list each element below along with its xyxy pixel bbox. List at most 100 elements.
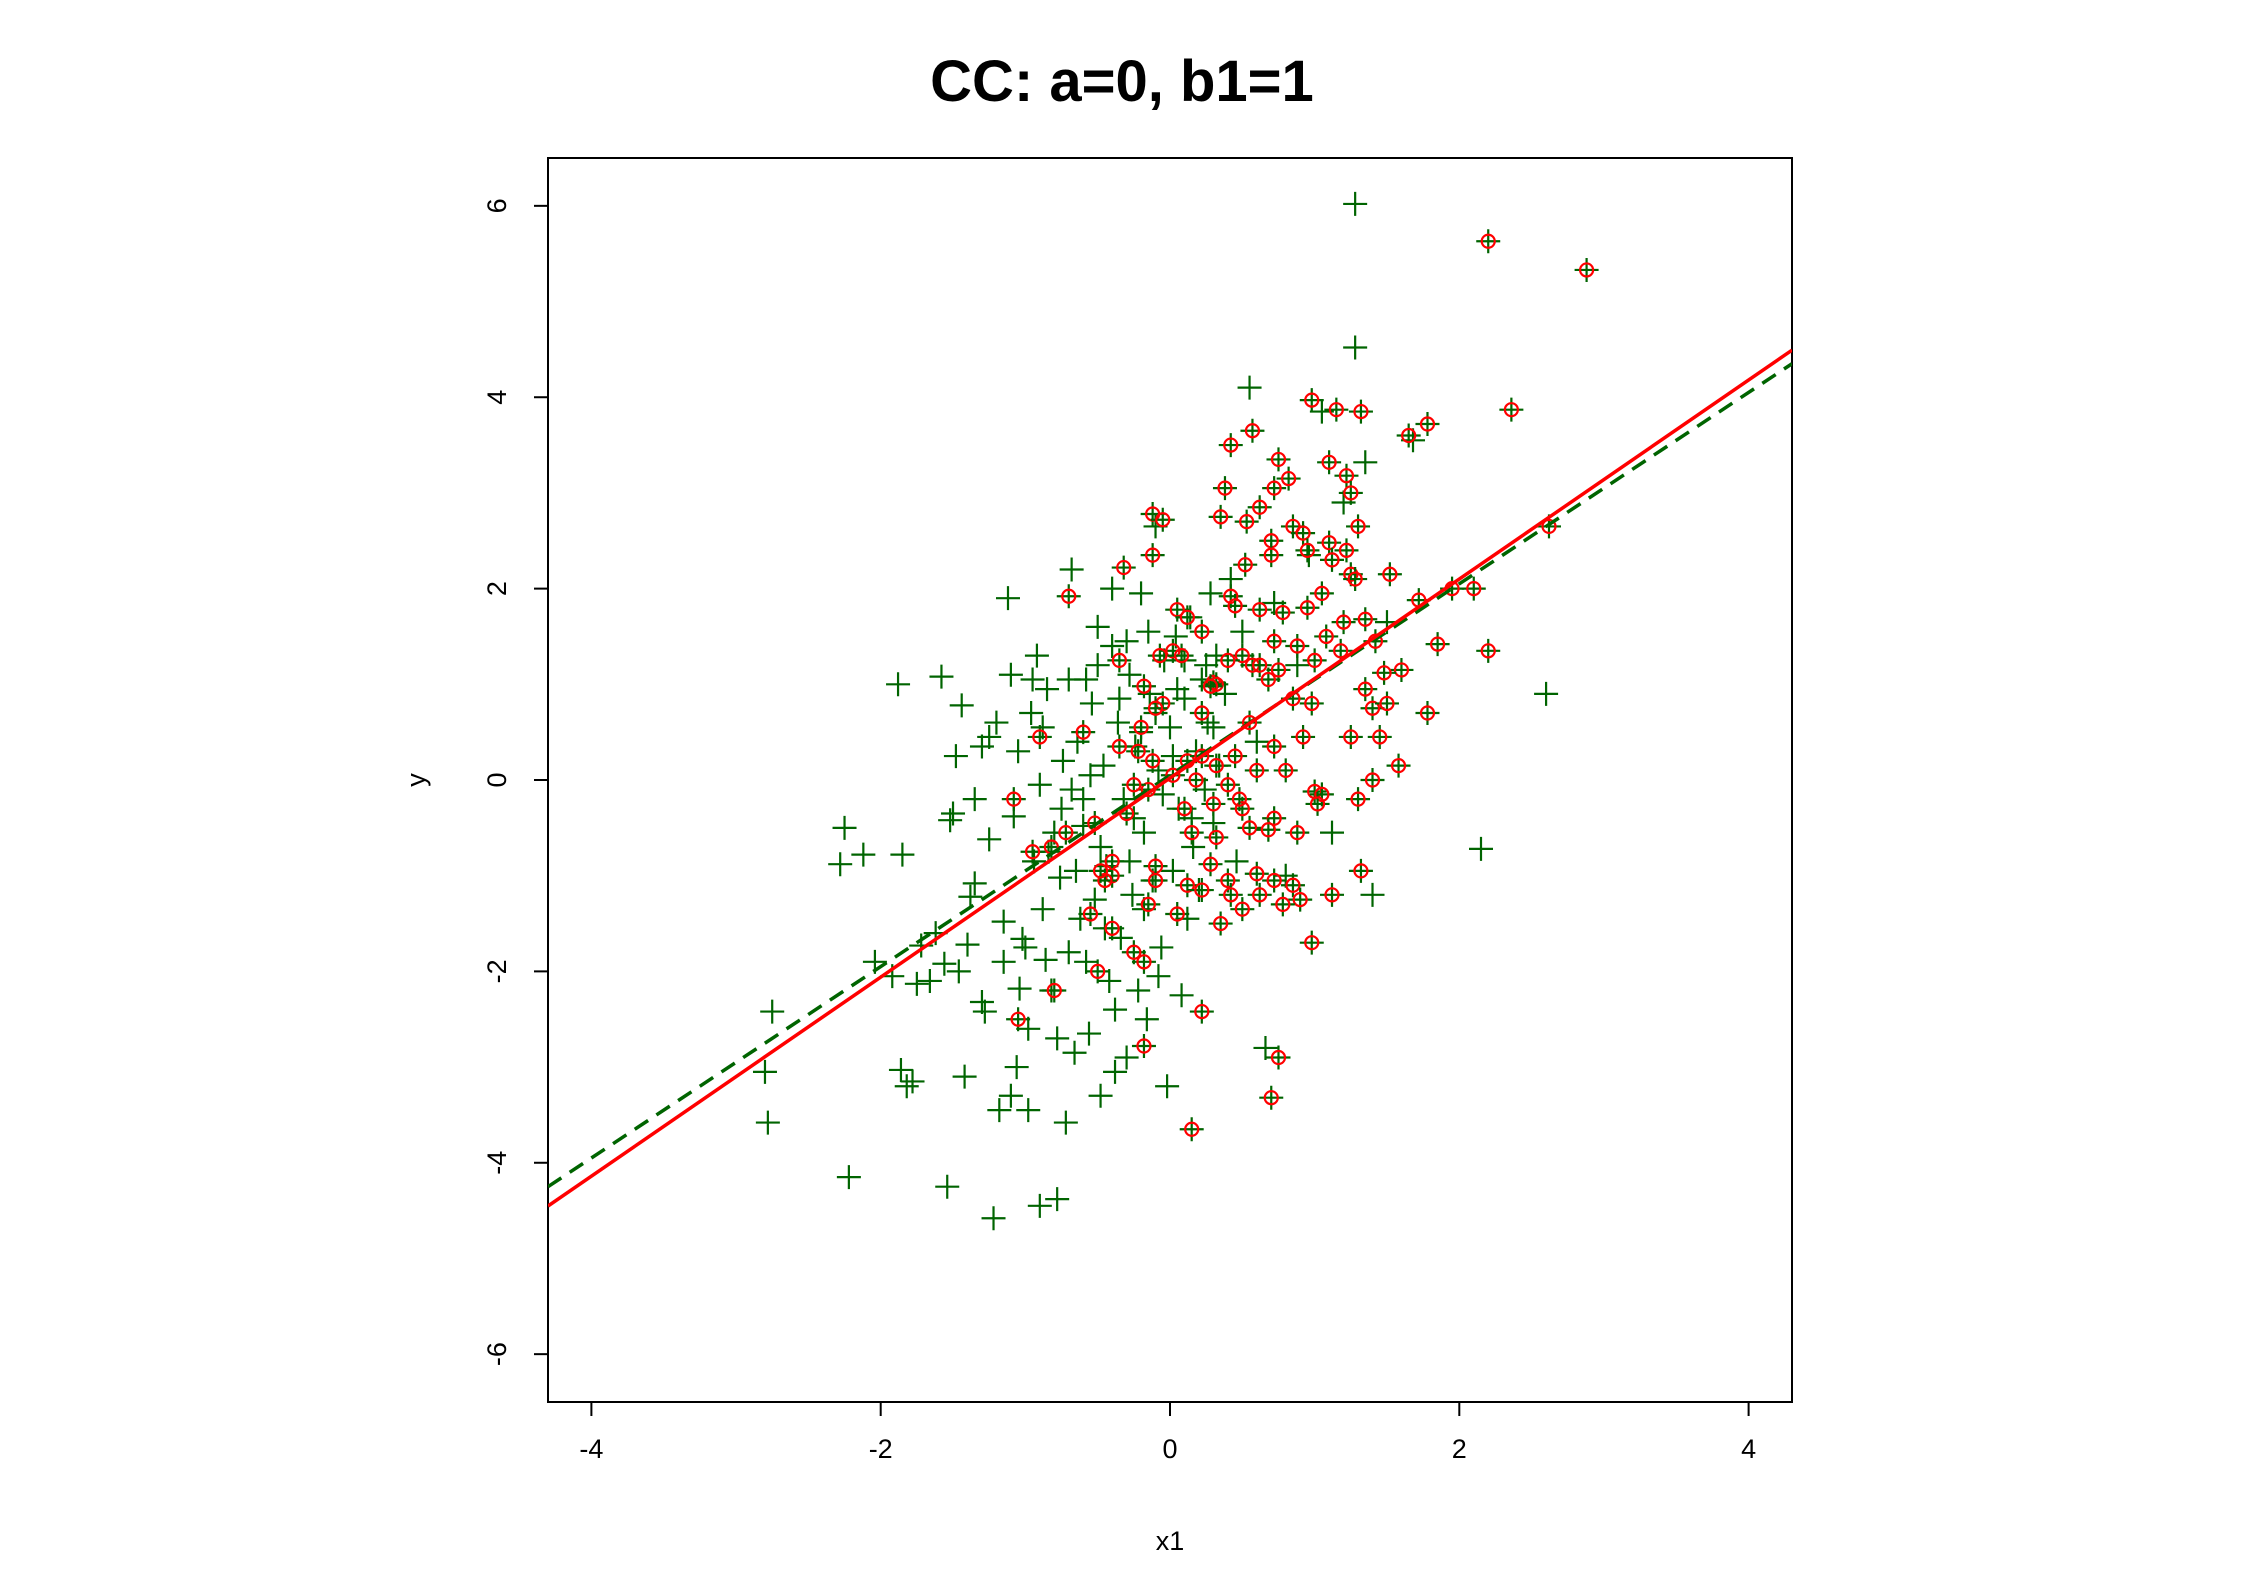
data-point-plus [1049,796,1074,821]
y-tick-label: 6 [482,198,512,213]
data-point-plus [1237,815,1262,840]
data-point-plus [1334,463,1359,488]
data-point-plus [1320,547,1345,572]
data-point-plus [1150,691,1175,716]
data-point-plus [1140,748,1165,773]
data-point-plus [991,909,1016,934]
complete-case-point [1335,614,1352,630]
data-point-plus [977,827,1002,852]
complete-case-point [1430,636,1446,652]
complete-case-point [1266,872,1282,889]
data-point-plus [1360,696,1385,721]
complete-case-point [1252,602,1268,618]
data-point-plus [1189,878,1214,903]
complete-case-point [1350,518,1366,535]
data-point-plus [1088,834,1113,859]
complete-case-point [1205,796,1221,812]
complete-case-point [1343,729,1359,745]
data-point-plus [1027,1193,1052,1218]
data-point-plus [1273,758,1298,783]
data-point-plus [1224,849,1249,874]
data-point-plus [958,884,983,909]
data-point-plus [1149,935,1174,960]
data-point-plus [1389,657,1414,682]
data-point-plus [1059,557,1084,582]
complete-case-point [1223,887,1239,903]
x-tick-label: 0 [1162,1434,1177,1464]
data-point-plus [938,808,963,833]
data-point-plus [962,787,987,812]
data-point-plus [1097,968,1122,993]
complete-case-point [1299,542,1316,558]
complete-case-point [1372,729,1388,745]
data-point-plus [1499,397,1524,422]
data-point-plus [1296,543,1321,568]
data-point-plus [1348,399,1373,424]
complete-case-point [1307,652,1323,668]
data-point-plus [1194,653,1219,678]
complete-case-point [1314,585,1330,602]
data-point-plus [755,1110,780,1135]
complete-case-point [1480,643,1496,659]
data-point-plus [1105,710,1130,735]
data-point-plus [1172,796,1197,821]
data-point-plus [1291,521,1316,546]
complete-case-point [1466,581,1482,597]
complete-case-point [1278,762,1294,779]
data-point-plus [828,852,853,877]
complete-case-point [1202,678,1219,694]
data-point-plus [1461,576,1486,601]
data-point-plus [1223,593,1248,618]
data-point-plus [1425,632,1450,657]
data-point-plus [1107,734,1132,759]
data-point-plus [1201,791,1226,816]
complete-case-point [1299,600,1316,616]
complete-case-point [1058,825,1074,841]
complete-case-point [1220,872,1236,889]
complete-case-point [1304,392,1320,408]
data-point-plus [962,871,987,896]
complete-case-point [1208,758,1224,774]
complete-case-point [1289,825,1305,841]
complete-case-point [1295,729,1311,745]
complete-case-point [1046,982,1062,999]
complete-case-point [1147,700,1164,716]
complete-case-point [1223,437,1239,453]
y-tick-label: 2 [482,581,512,596]
complete-case-point [1176,801,1193,817]
y-tick-label: -4 [482,1151,512,1175]
complete-case-point [1184,1121,1200,1137]
data-point-plus [1160,858,1185,883]
fit-line-all-dashed [548,362,1792,1189]
data-point-plus [1208,504,1233,529]
x-axis-label: x1 [1156,1526,1185,1556]
data-point-plus [904,971,929,996]
data-point-plus [1230,619,1255,644]
data-point-plus [1085,653,1110,678]
complete-case-point [1241,714,1258,731]
data-point-plus [1309,782,1334,807]
data-point-plus [1314,624,1339,649]
complete-case-point [1024,844,1041,860]
data-point-plus [1262,868,1287,893]
data-point-plus [1223,744,1248,769]
complete-case-point [1263,547,1279,563]
data-point-plus [1309,581,1334,606]
data-point-plus [1033,947,1058,972]
complete-case-point [1227,598,1243,614]
complete-case-point [1379,695,1395,712]
data-point-plus [1136,619,1161,644]
data-point-plus [1131,674,1156,699]
data-point-plus [1020,667,1045,692]
data-point-plus [995,586,1020,611]
complete-case-point [1061,588,1077,604]
complete-case-point [1357,681,1373,697]
complete-case-point [1324,887,1340,903]
data-point-plus [998,662,1023,687]
y-tick-label: -6 [482,1342,512,1366]
complete-case-point [1249,866,1265,882]
fit-line-cc-solid [548,348,1792,1208]
complete-case-point [1194,705,1210,721]
complete-case-point [1111,652,1127,668]
